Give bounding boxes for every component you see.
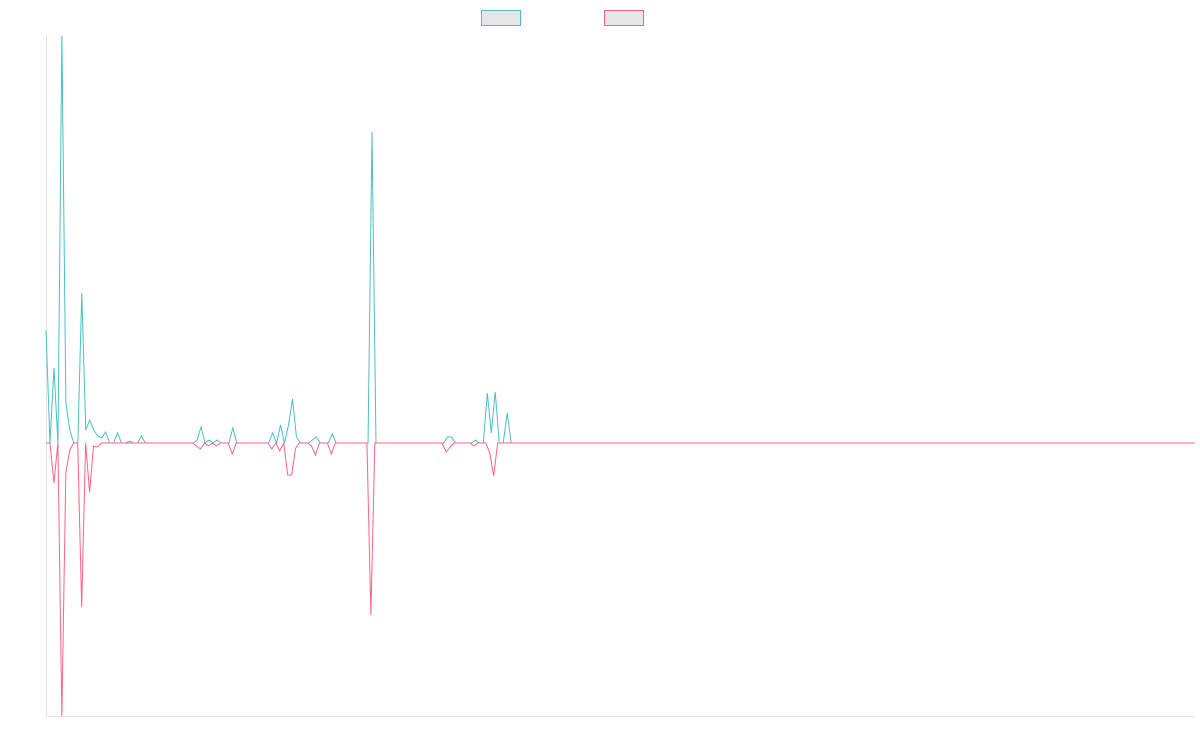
series-line	[46, 441, 1195, 717]
legend-swatch	[604, 10, 644, 26]
legend-swatch	[481, 10, 521, 26]
series-line	[45, 35, 1195, 445]
